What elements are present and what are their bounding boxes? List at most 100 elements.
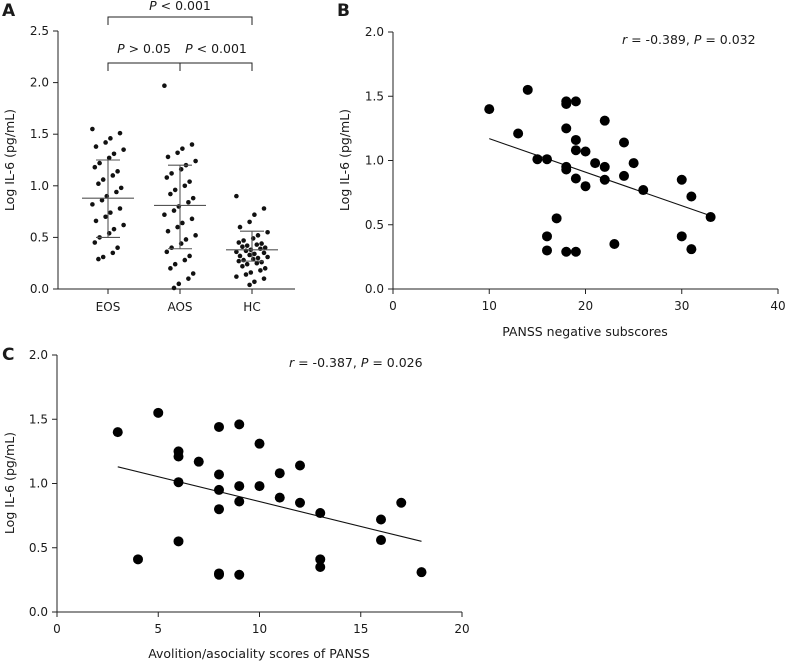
panel-a-point xyxy=(169,171,174,176)
panel-c-point xyxy=(396,497,407,508)
panel-a-point xyxy=(117,130,123,136)
panel-b-x-label: PANSS negative subscores xyxy=(502,324,668,339)
panel-a-point xyxy=(241,257,246,263)
panel-a-point xyxy=(265,229,270,235)
panel-a-point xyxy=(93,144,99,149)
panel-a-point xyxy=(92,164,98,170)
panel-c-point xyxy=(214,484,224,495)
panel-a-point xyxy=(193,158,198,164)
panel-a-y-tick-label: 1.0 xyxy=(30,179,49,193)
panel-b-point xyxy=(570,134,581,145)
panel-a-point xyxy=(96,181,101,187)
panel-c-point xyxy=(234,496,245,507)
panel-b-point xyxy=(686,191,697,202)
panel-c-point xyxy=(295,497,305,508)
panel-a-point xyxy=(121,222,126,228)
panel-c-point xyxy=(274,492,285,503)
panel-c-point xyxy=(274,468,285,479)
panel-c-stats: r = -0.387, P = 0.026 xyxy=(289,355,423,370)
panel-a-point xyxy=(168,266,173,271)
panel-a-point xyxy=(262,245,268,251)
panel-a-point xyxy=(110,173,116,178)
panel-a-point xyxy=(234,274,239,279)
panel-a-point xyxy=(90,126,95,132)
panel-c-point xyxy=(173,451,184,462)
panel-b-point xyxy=(619,137,629,148)
panel-a-point xyxy=(187,253,192,259)
panel-b-letter: B xyxy=(337,1,350,21)
panel-a-point xyxy=(243,248,249,254)
panel-b-point xyxy=(484,104,495,115)
panel-a-point xyxy=(183,237,189,242)
panel-c-point xyxy=(173,536,184,547)
panel-a-point xyxy=(189,216,195,222)
panel-b-point xyxy=(676,174,687,185)
panel-a-point xyxy=(180,220,185,226)
panel-c-point xyxy=(254,438,265,449)
panel-c-x-tick-label: 10 xyxy=(252,622,267,636)
panel-c-x-tick-label: 15 xyxy=(353,622,368,636)
panel-a-y-tick-label: 2.5 xyxy=(30,24,49,38)
panel-b-point xyxy=(599,115,610,126)
panel-b-point xyxy=(580,181,591,192)
panel-a-point xyxy=(265,254,270,260)
panel-a-bracket-label: P < 0.001 xyxy=(185,41,247,56)
panel-b-fit-line xyxy=(489,138,711,217)
panel-b-point xyxy=(522,84,533,95)
panel-a-point xyxy=(100,254,106,260)
panel-b-point xyxy=(619,170,629,181)
panel-a: A 0.0 0.5 1.0 1.5 2.0 2.5 EOS AOS HC P > 0.05 P … xyxy=(2,0,295,314)
panel-c-y-tick-label: 0.0 xyxy=(29,605,48,619)
panel-c-x-tick-label: 5 xyxy=(154,622,162,636)
panel-c-point xyxy=(214,504,224,515)
panel-a-y-tick-label: 0.0 xyxy=(30,282,49,296)
panel-a-point xyxy=(244,261,250,267)
panel-b-point xyxy=(628,158,639,169)
panel-a-point xyxy=(186,276,191,281)
panel-a-x-tick-label: HC xyxy=(243,300,260,314)
panel-a-significance-bracket: P > 0.05 xyxy=(107,41,181,71)
panel-b-x-tick-label: 0 xyxy=(389,299,397,313)
panel-a-point xyxy=(100,177,106,182)
panel-c-point xyxy=(214,569,224,580)
panel-c-x-label: Avolition/asociality scores of PANSS xyxy=(148,646,370,661)
panel-a-point xyxy=(234,249,239,255)
panel-a-point xyxy=(115,169,120,174)
panel-a-point xyxy=(248,270,254,275)
panel-a-point xyxy=(117,206,123,211)
panel-c-p-symbol: P xyxy=(361,355,369,370)
panel-a-point xyxy=(118,185,124,191)
panel-a-point xyxy=(111,226,117,232)
panel-a-point xyxy=(247,219,252,225)
panel-a-point xyxy=(96,256,101,262)
panel-a-y-tick-label: 0.5 xyxy=(30,230,49,244)
panel-c-point xyxy=(214,469,224,480)
panel-a-point xyxy=(244,243,250,248)
panel-a-point xyxy=(108,210,113,215)
panel-a-point xyxy=(243,272,249,277)
panel-b-point xyxy=(609,239,620,250)
panel-a-point xyxy=(171,285,177,291)
panel-b-x-tick-label: 10 xyxy=(482,299,497,313)
panel-c-point xyxy=(376,514,386,525)
panel-b-r-value: = -0.389, xyxy=(627,32,694,47)
panel-a-point xyxy=(261,250,267,256)
panel-b-point xyxy=(561,164,572,175)
panel-a-y-tick-label: 2.0 xyxy=(30,76,49,90)
panel-a-point xyxy=(255,255,261,261)
panel-a-point xyxy=(121,147,126,152)
panel-a-point xyxy=(90,202,95,207)
panel-b-point xyxy=(570,145,581,156)
panel-a-bracket-label: P < 0.001 xyxy=(149,0,211,13)
panel-a-point xyxy=(261,276,267,281)
panel-c-point xyxy=(315,562,326,573)
panel-a-point xyxy=(162,212,167,217)
panel-b-point xyxy=(551,213,562,224)
panel-a-point xyxy=(240,244,245,249)
panel-c-point xyxy=(234,569,245,580)
panel-a-point xyxy=(164,175,170,180)
panel-b-point xyxy=(561,96,572,107)
panel-b-x-tick-label: 20 xyxy=(578,299,593,313)
panel-b-y-tick-label: 0.0 xyxy=(365,282,384,296)
panel-a-point xyxy=(236,258,242,264)
